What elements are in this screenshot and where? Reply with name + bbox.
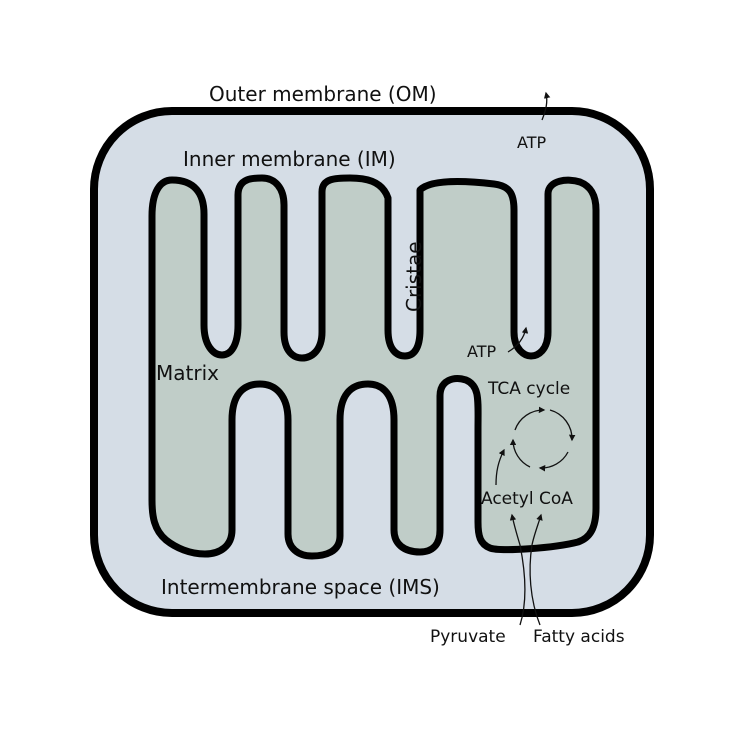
fatty-acids-label: Fatty acids xyxy=(533,627,625,647)
atp-inner-label: ATP xyxy=(467,342,496,361)
pyruvate-label: Pyruvate xyxy=(430,627,506,647)
fatty-acids-arrow xyxy=(529,513,543,626)
acetyl-to-tca-arrow xyxy=(495,448,505,486)
tca-cycle-label: TCA cycle xyxy=(487,379,570,399)
atp-outer-arrow xyxy=(541,91,551,121)
inner-membrane-label: Inner membrane (IM) xyxy=(183,147,396,171)
atp-inner-arrow xyxy=(507,326,529,353)
inner-membrane xyxy=(148,174,600,560)
acetyl-coa-label: Acetyl CoA xyxy=(481,489,573,509)
atp-outer-label: ATP xyxy=(517,133,546,152)
cristae-label: Cristae xyxy=(402,241,426,312)
tca-cycle-icon xyxy=(509,406,576,472)
outer-membrane-label: Outer membrane (OM) xyxy=(209,82,437,106)
pyruvate-arrow xyxy=(509,513,526,626)
matrix-label: Matrix xyxy=(156,361,219,385)
intermembrane-space-label: Intermembrane space (IMS) xyxy=(161,575,440,599)
